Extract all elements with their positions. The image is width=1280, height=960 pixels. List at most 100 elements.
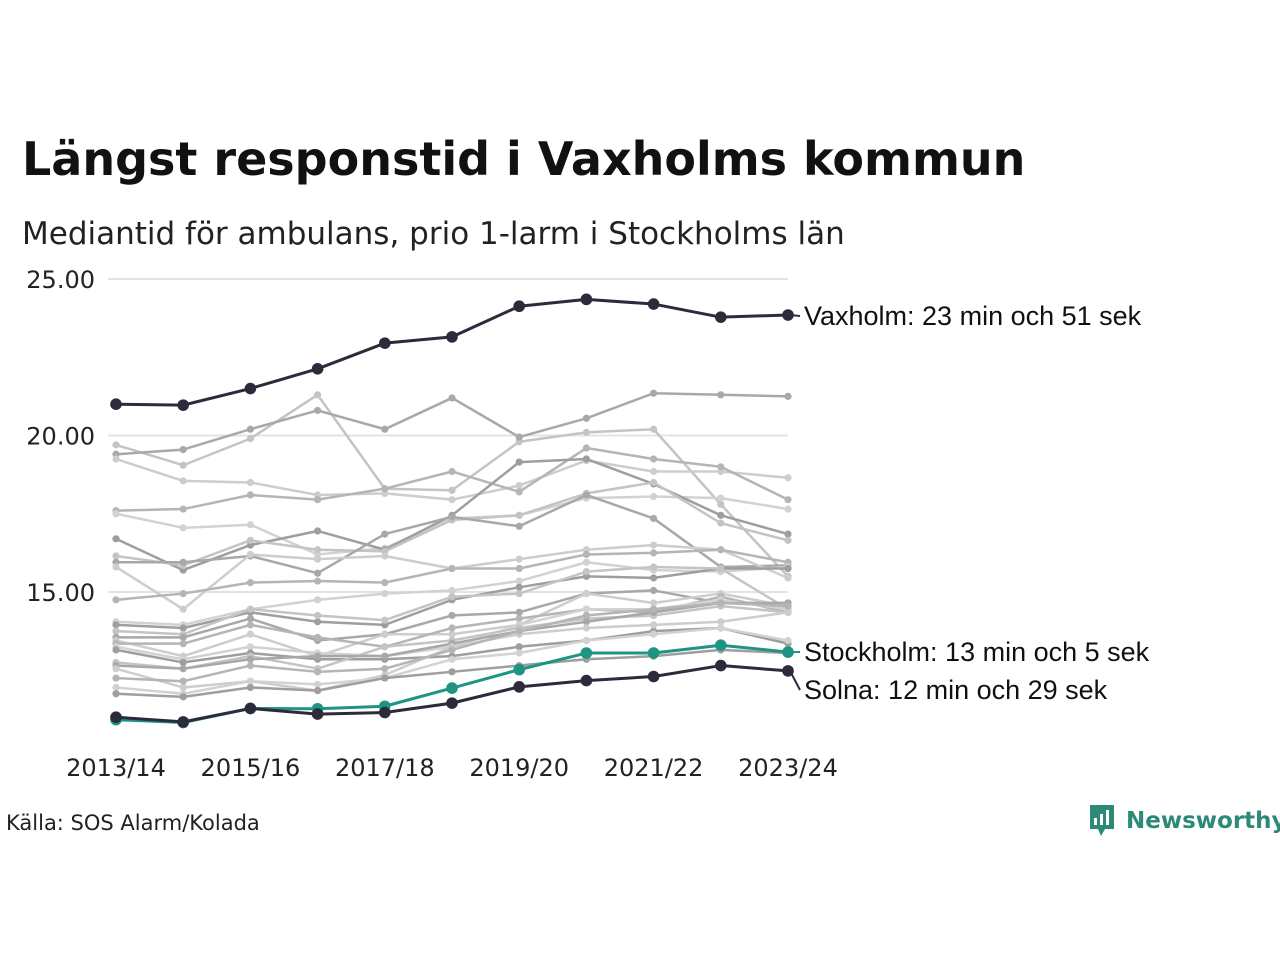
data-point bbox=[179, 461, 187, 469]
data-point bbox=[112, 665, 120, 673]
data-point bbox=[381, 643, 389, 651]
data-point bbox=[448, 655, 456, 663]
data-point bbox=[448, 646, 456, 654]
data-point bbox=[784, 392, 792, 400]
data-point bbox=[515, 433, 523, 441]
data-point bbox=[179, 677, 187, 685]
data-point bbox=[379, 337, 391, 349]
data-point bbox=[717, 519, 725, 527]
data-point bbox=[381, 630, 389, 638]
data-point bbox=[112, 674, 120, 682]
data-point bbox=[112, 683, 120, 692]
data-point bbox=[112, 646, 120, 654]
data-point bbox=[582, 428, 591, 436]
data-point bbox=[784, 602, 792, 610]
data-point bbox=[179, 624, 187, 632]
data-point bbox=[717, 391, 725, 399]
data-point bbox=[246, 630, 254, 638]
data-point bbox=[715, 659, 727, 672]
data-point bbox=[314, 546, 322, 554]
data-point bbox=[179, 658, 187, 667]
data-point bbox=[246, 579, 254, 587]
chart-subtitle: Mediantid för ambulans, prio 1-larm i St… bbox=[22, 216, 845, 252]
data-point bbox=[784, 536, 792, 544]
data-point bbox=[179, 477, 187, 485]
data-point bbox=[717, 546, 725, 554]
source-note: Källa: SOS Alarm/Kolada bbox=[6, 811, 260, 835]
data-point bbox=[314, 391, 322, 399]
data-point bbox=[515, 643, 523, 651]
data-point bbox=[650, 605, 658, 613]
data-point bbox=[314, 555, 322, 563]
data-point bbox=[782, 646, 794, 658]
chart-title: Längst responstid i Vaxholms kommun bbox=[22, 132, 1026, 186]
data-point bbox=[448, 564, 456, 573]
data-point bbox=[582, 558, 591, 566]
data-point bbox=[515, 458, 523, 466]
data-point bbox=[314, 596, 322, 604]
data-point bbox=[381, 530, 389, 538]
data-point bbox=[381, 674, 389, 682]
data-point bbox=[246, 491, 254, 499]
data-point bbox=[448, 586, 456, 595]
highlighted-series bbox=[110, 293, 794, 729]
data-point bbox=[448, 496, 456, 504]
series-vaxholm bbox=[110, 293, 794, 411]
data-point bbox=[314, 680, 322, 688]
data-point bbox=[179, 665, 187, 673]
data-point bbox=[650, 425, 658, 433]
data-point bbox=[784, 636, 792, 645]
data-point bbox=[650, 492, 658, 501]
background-line-series bbox=[112, 563, 792, 638]
data-point bbox=[784, 564, 792, 573]
data-point bbox=[448, 593, 456, 601]
data-point bbox=[246, 661, 254, 670]
data-point bbox=[177, 716, 189, 728]
data-point bbox=[650, 455, 658, 463]
data-point bbox=[580, 293, 593, 306]
data-point bbox=[582, 414, 591, 422]
data-point bbox=[647, 670, 660, 683]
x-tick-label: 2023/24 bbox=[738, 754, 838, 782]
data-point bbox=[715, 639, 727, 652]
data-point bbox=[650, 549, 658, 557]
data-point bbox=[112, 563, 120, 571]
data-point bbox=[112, 621, 120, 629]
y-tick-label: 15.00 bbox=[26, 579, 95, 607]
background-line-series bbox=[112, 389, 792, 458]
data-point bbox=[448, 486, 456, 494]
series-line bbox=[116, 493, 789, 575]
series-line bbox=[115, 495, 789, 556]
data-point bbox=[513, 681, 525, 693]
data-point bbox=[515, 564, 523, 573]
series-labels: Vaxholm: 23 min och 51 sek Stockholm: 13 … bbox=[789, 301, 1150, 705]
data-point bbox=[314, 406, 322, 415]
data-point bbox=[314, 633, 322, 641]
x-axis-tick-labels: 2013/14 2015/16 2017/18 2019/20 2021/22 2023/… bbox=[66, 754, 838, 782]
brand-name: Newsworthy bbox=[1126, 808, 1280, 834]
data-point bbox=[582, 624, 591, 632]
y-tick-label: 20.00 bbox=[26, 423, 95, 451]
y-tick-label: 25.00 bbox=[26, 266, 95, 294]
data-point bbox=[246, 521, 254, 529]
data-point bbox=[381, 652, 389, 660]
data-point bbox=[650, 514, 658, 523]
data-point bbox=[246, 655, 254, 663]
data-point bbox=[177, 399, 189, 411]
data-point bbox=[515, 589, 523, 598]
data-point bbox=[179, 505, 187, 513]
data-point bbox=[446, 331, 458, 343]
data-point bbox=[179, 605, 187, 613]
data-point bbox=[314, 496, 322, 504]
data-point bbox=[650, 467, 658, 476]
data-point bbox=[513, 663, 525, 676]
data-point bbox=[650, 574, 658, 582]
data-point bbox=[314, 527, 322, 535]
x-tick-label: 2015/16 bbox=[201, 754, 301, 782]
data-point bbox=[381, 665, 389, 673]
data-point bbox=[784, 530, 792, 538]
data-point bbox=[513, 300, 525, 313]
series-line bbox=[115, 393, 789, 578]
data-point bbox=[246, 435, 254, 443]
data-point bbox=[314, 577, 322, 585]
